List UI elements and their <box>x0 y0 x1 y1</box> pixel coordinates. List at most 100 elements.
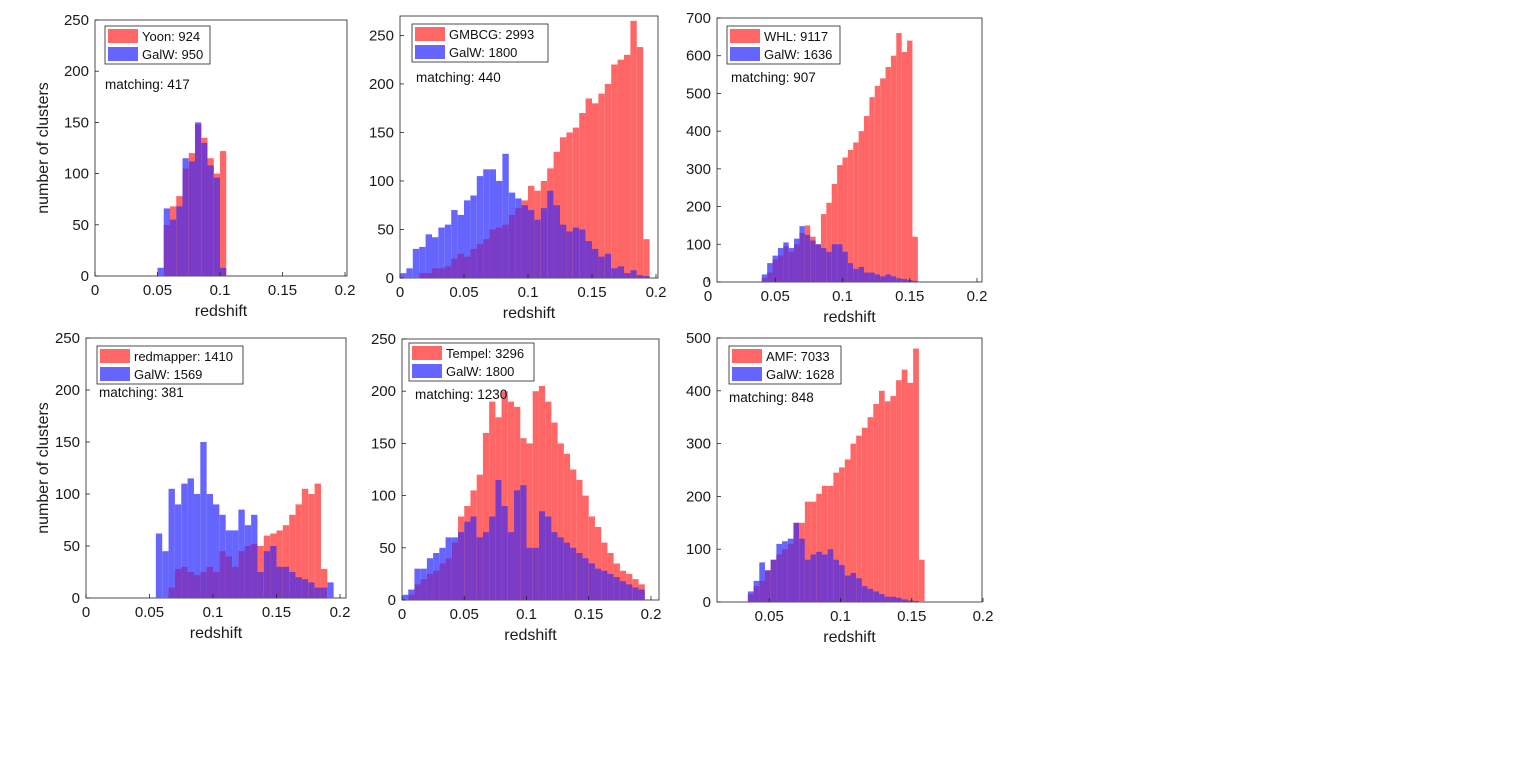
overlap-bar <box>507 532 515 600</box>
legend-swatch-WHL <box>730 29 760 43</box>
GalW-bar <box>483 169 490 278</box>
overlap-bar <box>767 272 773 282</box>
legend-label-GalW: GalW: 950 <box>142 47 203 62</box>
legend-label-GalW: GalW: 1800 <box>449 45 517 60</box>
overlap-bar <box>195 124 202 276</box>
overlap-bar <box>816 551 822 602</box>
legend-label-GalW: GalW: 1800 <box>446 364 514 379</box>
overlap-bar <box>439 563 446 600</box>
AMF-bar <box>890 396 897 602</box>
legend-swatch-GalW <box>415 45 445 59</box>
x-tick-label: 0 <box>396 284 404 301</box>
overlap-bar <box>585 241 592 278</box>
overlap-bar <box>753 586 760 602</box>
GalW-bar <box>414 568 421 600</box>
y-tick-label: 50 <box>63 538 80 555</box>
GalW-bar <box>400 273 407 278</box>
legend: Tempel: 3296 GalW: 1800 <box>408 342 535 382</box>
overlap-bar <box>414 584 421 600</box>
overlap-bar <box>885 274 891 282</box>
overlap-bar <box>804 234 811 282</box>
AMF-bar <box>884 401 891 602</box>
overlap-bar <box>594 568 602 600</box>
overlap-bar <box>799 232 805 282</box>
GalW-bar <box>476 176 484 278</box>
overlap-bar <box>213 572 220 598</box>
GalW-bar <box>155 533 163 598</box>
x-tick-label: 0.05 <box>143 282 172 299</box>
overlap-bar <box>207 165 214 276</box>
overlap-bar <box>489 229 496 278</box>
Tempel-bar <box>551 422 558 600</box>
matching-count: matching: 907 <box>731 70 816 85</box>
redmapper-bar <box>276 530 283 598</box>
GalW-bar <box>502 153 509 278</box>
overlap-bar <box>907 600 914 602</box>
overlap-bar <box>193 575 201 598</box>
WHL-bar <box>864 116 870 282</box>
overlap-bar <box>592 248 599 278</box>
GalW-bar <box>451 210 458 278</box>
x-tick-label: 0.2 <box>330 604 351 621</box>
GalW-bar <box>444 224 452 278</box>
AMF-bar <box>804 501 811 602</box>
overlap-bar <box>842 251 848 282</box>
y-tick-label: 500 <box>686 85 711 102</box>
histogram-panel-5: 0 0.05 0.1 0.15 0.2 0 50 100 150 200 250 redshift Te… <box>371 331 661 644</box>
overlap-bar <box>878 594 885 602</box>
WHL-bar <box>858 131 865 282</box>
AMF-bar <box>833 472 840 602</box>
GalW-bar <box>425 234 432 278</box>
overlap-bar <box>850 572 857 602</box>
y-tick-label: 150 <box>64 114 89 131</box>
overlap-bar <box>168 587 175 598</box>
overlap-bar <box>772 259 778 282</box>
AMF-bar <box>907 382 914 602</box>
AMF-bar <box>856 435 862 602</box>
overlap-bar <box>630 270 637 278</box>
overlap-bar <box>611 268 618 278</box>
x-tick-label: 0.2 <box>335 282 356 299</box>
overlap-bar <box>601 570 608 600</box>
overlap-bar <box>213 177 220 276</box>
overlap-bar <box>464 521 471 600</box>
overlap-bar <box>483 239 490 278</box>
legend-label-GMBCG: GMBCG: 2993 <box>449 27 534 42</box>
overlap-bar <box>873 591 879 602</box>
overlap-bar <box>793 522 800 602</box>
overlap-bar <box>794 244 800 282</box>
y-tick-label: 150 <box>55 434 80 451</box>
overlap-bar <box>632 587 639 600</box>
overlap-bar <box>545 516 552 600</box>
matching-count: matching: 381 <box>99 385 184 400</box>
legend-swatch-GMBCG <box>415 27 445 41</box>
overlap-bar <box>566 231 573 278</box>
overlap-bar <box>314 587 321 598</box>
x-tick-label: 0.2 <box>967 288 988 305</box>
y-tick-label: 0 <box>72 590 80 607</box>
WHL-bar <box>890 55 897 282</box>
GalW-bar <box>464 200 471 278</box>
GMBCG-bar <box>585 98 592 279</box>
overlap-bar <box>445 558 452 600</box>
x-axis-label: redshift <box>823 309 876 326</box>
y-tick-label: 400 <box>686 383 711 400</box>
overlap-bar <box>896 278 902 282</box>
y-tick-label: 300 <box>686 161 711 178</box>
overlap-bar <box>839 565 845 602</box>
overlap-bar <box>821 554 828 602</box>
legend-label-GalW: GalW: 1636 <box>764 47 832 62</box>
AMF-bar <box>810 501 817 602</box>
y-tick-label: 200 <box>64 63 89 80</box>
x-tick-label: 0 <box>91 282 99 299</box>
matching-count: matching: 417 <box>105 77 190 92</box>
WHL-bar <box>896 33 902 283</box>
overlap-bar <box>867 588 874 602</box>
WHL-bar <box>853 142 859 282</box>
legend-swatch-GalW <box>100 367 130 381</box>
y-tick-label: 50 <box>377 221 394 238</box>
Tempel-bar <box>594 526 602 600</box>
overlap-bar <box>476 244 484 278</box>
overlap-bar <box>489 516 496 600</box>
y-tick-label: 100 <box>369 173 394 190</box>
